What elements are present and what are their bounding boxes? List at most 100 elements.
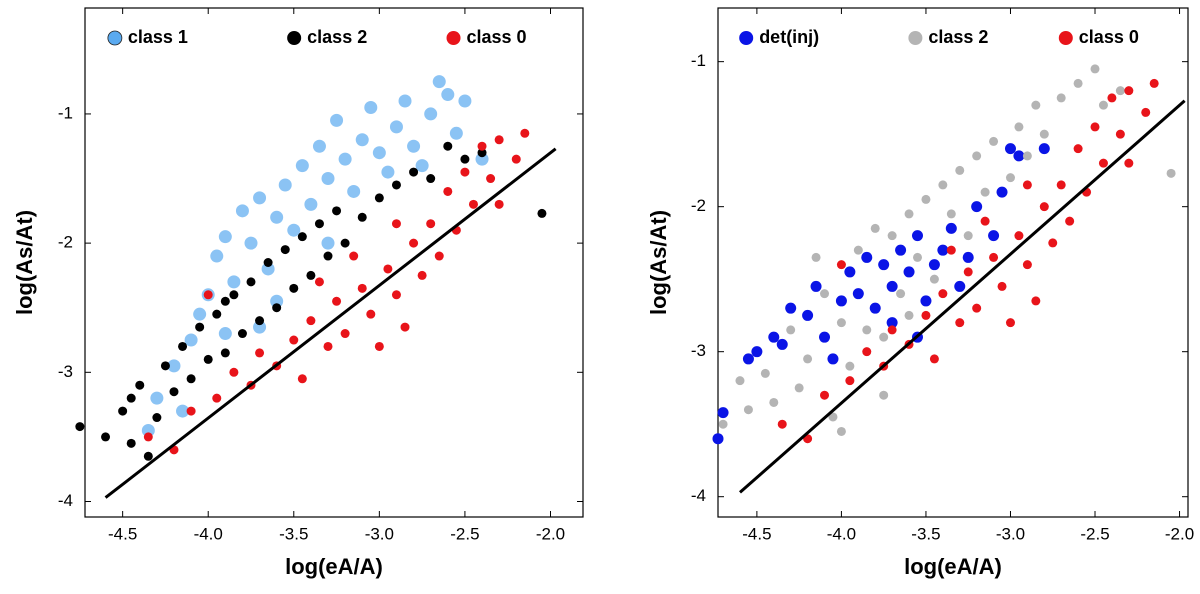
point bbox=[167, 359, 181, 373]
point bbox=[203, 290, 213, 300]
point bbox=[1014, 231, 1024, 241]
point bbox=[246, 277, 256, 287]
point bbox=[218, 230, 232, 244]
point bbox=[1048, 238, 1058, 248]
point bbox=[878, 259, 890, 271]
point bbox=[1039, 129, 1049, 139]
x-tick-label: -2.0 bbox=[1165, 524, 1194, 543]
y-axis-label: log(As/At) bbox=[12, 210, 37, 315]
point bbox=[287, 223, 301, 237]
point bbox=[820, 289, 830, 299]
point bbox=[426, 174, 436, 184]
point bbox=[903, 266, 915, 278]
x-tick-label: -3.5 bbox=[279, 524, 308, 543]
point bbox=[169, 387, 179, 397]
point bbox=[218, 327, 232, 341]
legend-swatch bbox=[1058, 31, 1073, 45]
point bbox=[861, 251, 873, 263]
point bbox=[1031, 296, 1041, 306]
point bbox=[811, 252, 821, 262]
point bbox=[366, 309, 376, 319]
point bbox=[1022, 151, 1032, 161]
point bbox=[997, 281, 1007, 291]
point bbox=[845, 361, 855, 371]
point bbox=[896, 289, 906, 299]
x-tick-label: -2.0 bbox=[536, 524, 565, 543]
y-tick-label: -4 bbox=[691, 486, 706, 505]
point bbox=[1098, 158, 1108, 168]
point bbox=[212, 309, 222, 319]
point bbox=[886, 317, 898, 329]
point bbox=[869, 302, 881, 314]
point bbox=[237, 329, 247, 339]
point bbox=[486, 174, 496, 184]
legend-label: class 0 bbox=[467, 27, 527, 47]
point bbox=[432, 75, 446, 89]
fit-line bbox=[104, 147, 557, 499]
point bbox=[415, 159, 429, 173]
point bbox=[349, 251, 359, 261]
point bbox=[718, 419, 728, 429]
point bbox=[280, 245, 290, 255]
point bbox=[836, 260, 846, 270]
x-tick-label: -3.5 bbox=[911, 524, 940, 543]
legend-label: class 2 bbox=[928, 27, 988, 47]
point bbox=[1014, 122, 1024, 132]
point bbox=[870, 223, 880, 233]
point bbox=[460, 167, 470, 177]
point bbox=[810, 280, 822, 292]
x-axis-label: log(eA/A) bbox=[904, 554, 1002, 579]
point bbox=[143, 451, 153, 461]
point bbox=[920, 295, 932, 307]
point bbox=[853, 245, 863, 255]
point bbox=[735, 376, 745, 386]
point bbox=[929, 354, 939, 364]
y-tick-label: -2 bbox=[58, 233, 73, 252]
point bbox=[391, 180, 401, 190]
legend-swatch bbox=[107, 30, 123, 46]
point bbox=[954, 280, 966, 292]
point bbox=[1141, 107, 1151, 117]
point bbox=[768, 331, 780, 343]
point bbox=[347, 184, 361, 198]
point bbox=[879, 332, 889, 342]
point bbox=[712, 433, 724, 445]
y-axis-label: log(As/At) bbox=[646, 210, 671, 315]
point bbox=[537, 208, 547, 218]
point bbox=[270, 210, 284, 224]
point bbox=[717, 407, 729, 419]
point bbox=[255, 348, 265, 358]
x-tick-label: -4.0 bbox=[194, 524, 223, 543]
point bbox=[1022, 180, 1032, 190]
point bbox=[946, 209, 956, 219]
point bbox=[391, 219, 401, 229]
point bbox=[458, 94, 472, 108]
legend-swatch bbox=[739, 31, 754, 45]
point bbox=[278, 178, 292, 192]
point bbox=[760, 368, 770, 378]
point bbox=[971, 201, 983, 213]
point bbox=[980, 216, 990, 226]
point bbox=[1166, 168, 1176, 178]
point bbox=[338, 152, 352, 166]
point bbox=[820, 390, 830, 400]
point bbox=[803, 354, 813, 364]
point bbox=[374, 341, 384, 351]
point bbox=[391, 290, 401, 300]
point bbox=[743, 405, 753, 415]
point bbox=[152, 413, 162, 423]
point bbox=[989, 252, 999, 262]
x-tick-label: -2.5 bbox=[450, 524, 479, 543]
point bbox=[321, 172, 335, 186]
point bbox=[1107, 93, 1117, 103]
point bbox=[176, 404, 190, 418]
point bbox=[261, 262, 275, 276]
legend-label: det(inj) bbox=[759, 27, 819, 47]
point bbox=[270, 294, 284, 308]
point bbox=[938, 289, 948, 299]
point bbox=[1038, 143, 1050, 155]
point bbox=[1056, 180, 1066, 190]
point bbox=[118, 406, 128, 416]
point bbox=[220, 296, 230, 306]
point bbox=[400, 322, 410, 332]
